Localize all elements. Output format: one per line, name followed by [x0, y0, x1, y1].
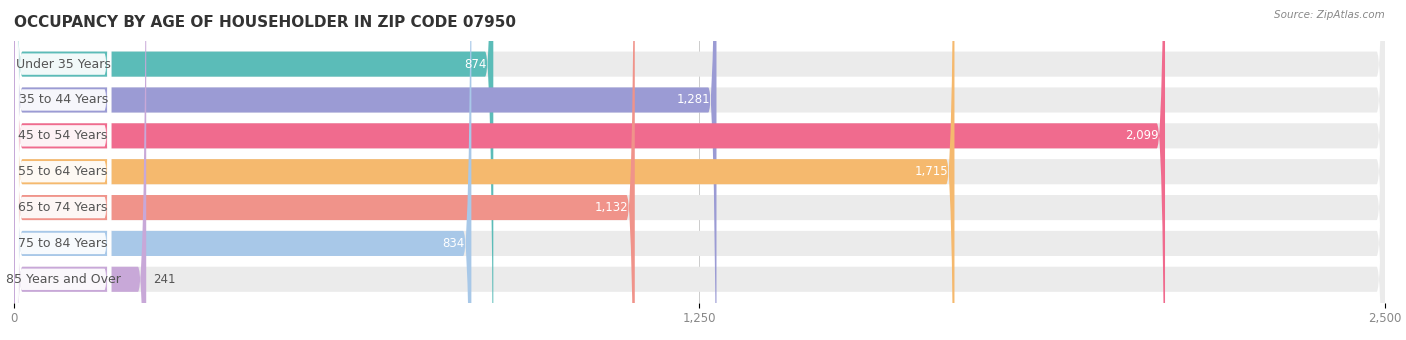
- FancyBboxPatch shape: [14, 0, 494, 340]
- Text: Source: ZipAtlas.com: Source: ZipAtlas.com: [1274, 10, 1385, 20]
- Text: 55 to 64 Years: 55 to 64 Years: [18, 165, 108, 178]
- FancyBboxPatch shape: [14, 0, 717, 340]
- FancyBboxPatch shape: [14, 0, 1385, 340]
- Text: 1,715: 1,715: [914, 165, 948, 178]
- Text: 834: 834: [443, 237, 465, 250]
- FancyBboxPatch shape: [14, 0, 955, 340]
- Text: 45 to 54 Years: 45 to 54 Years: [18, 129, 108, 142]
- FancyBboxPatch shape: [15, 0, 111, 340]
- Text: 1,132: 1,132: [595, 201, 628, 214]
- FancyBboxPatch shape: [14, 0, 634, 340]
- Text: 75 to 84 Years: 75 to 84 Years: [18, 237, 108, 250]
- Text: 35 to 44 Years: 35 to 44 Years: [18, 94, 108, 106]
- FancyBboxPatch shape: [14, 0, 1385, 340]
- FancyBboxPatch shape: [14, 0, 1385, 340]
- FancyBboxPatch shape: [14, 0, 471, 340]
- Text: 2,099: 2,099: [1125, 129, 1159, 142]
- FancyBboxPatch shape: [14, 0, 1385, 340]
- Text: 1,281: 1,281: [676, 94, 710, 106]
- FancyBboxPatch shape: [15, 0, 111, 340]
- Text: Under 35 Years: Under 35 Years: [15, 57, 111, 71]
- Text: 874: 874: [464, 57, 486, 71]
- FancyBboxPatch shape: [14, 0, 1166, 340]
- FancyBboxPatch shape: [15, 0, 111, 340]
- Text: OCCUPANCY BY AGE OF HOUSEHOLDER IN ZIP CODE 07950: OCCUPANCY BY AGE OF HOUSEHOLDER IN ZIP C…: [14, 15, 516, 30]
- FancyBboxPatch shape: [14, 0, 1385, 340]
- FancyBboxPatch shape: [14, 0, 1385, 340]
- FancyBboxPatch shape: [15, 0, 111, 340]
- FancyBboxPatch shape: [14, 0, 1385, 340]
- Text: 85 Years and Over: 85 Years and Over: [6, 273, 121, 286]
- FancyBboxPatch shape: [15, 0, 111, 340]
- FancyBboxPatch shape: [14, 0, 146, 340]
- Text: 65 to 74 Years: 65 to 74 Years: [18, 201, 108, 214]
- FancyBboxPatch shape: [15, 0, 111, 340]
- Text: 241: 241: [153, 273, 176, 286]
- FancyBboxPatch shape: [15, 0, 111, 340]
